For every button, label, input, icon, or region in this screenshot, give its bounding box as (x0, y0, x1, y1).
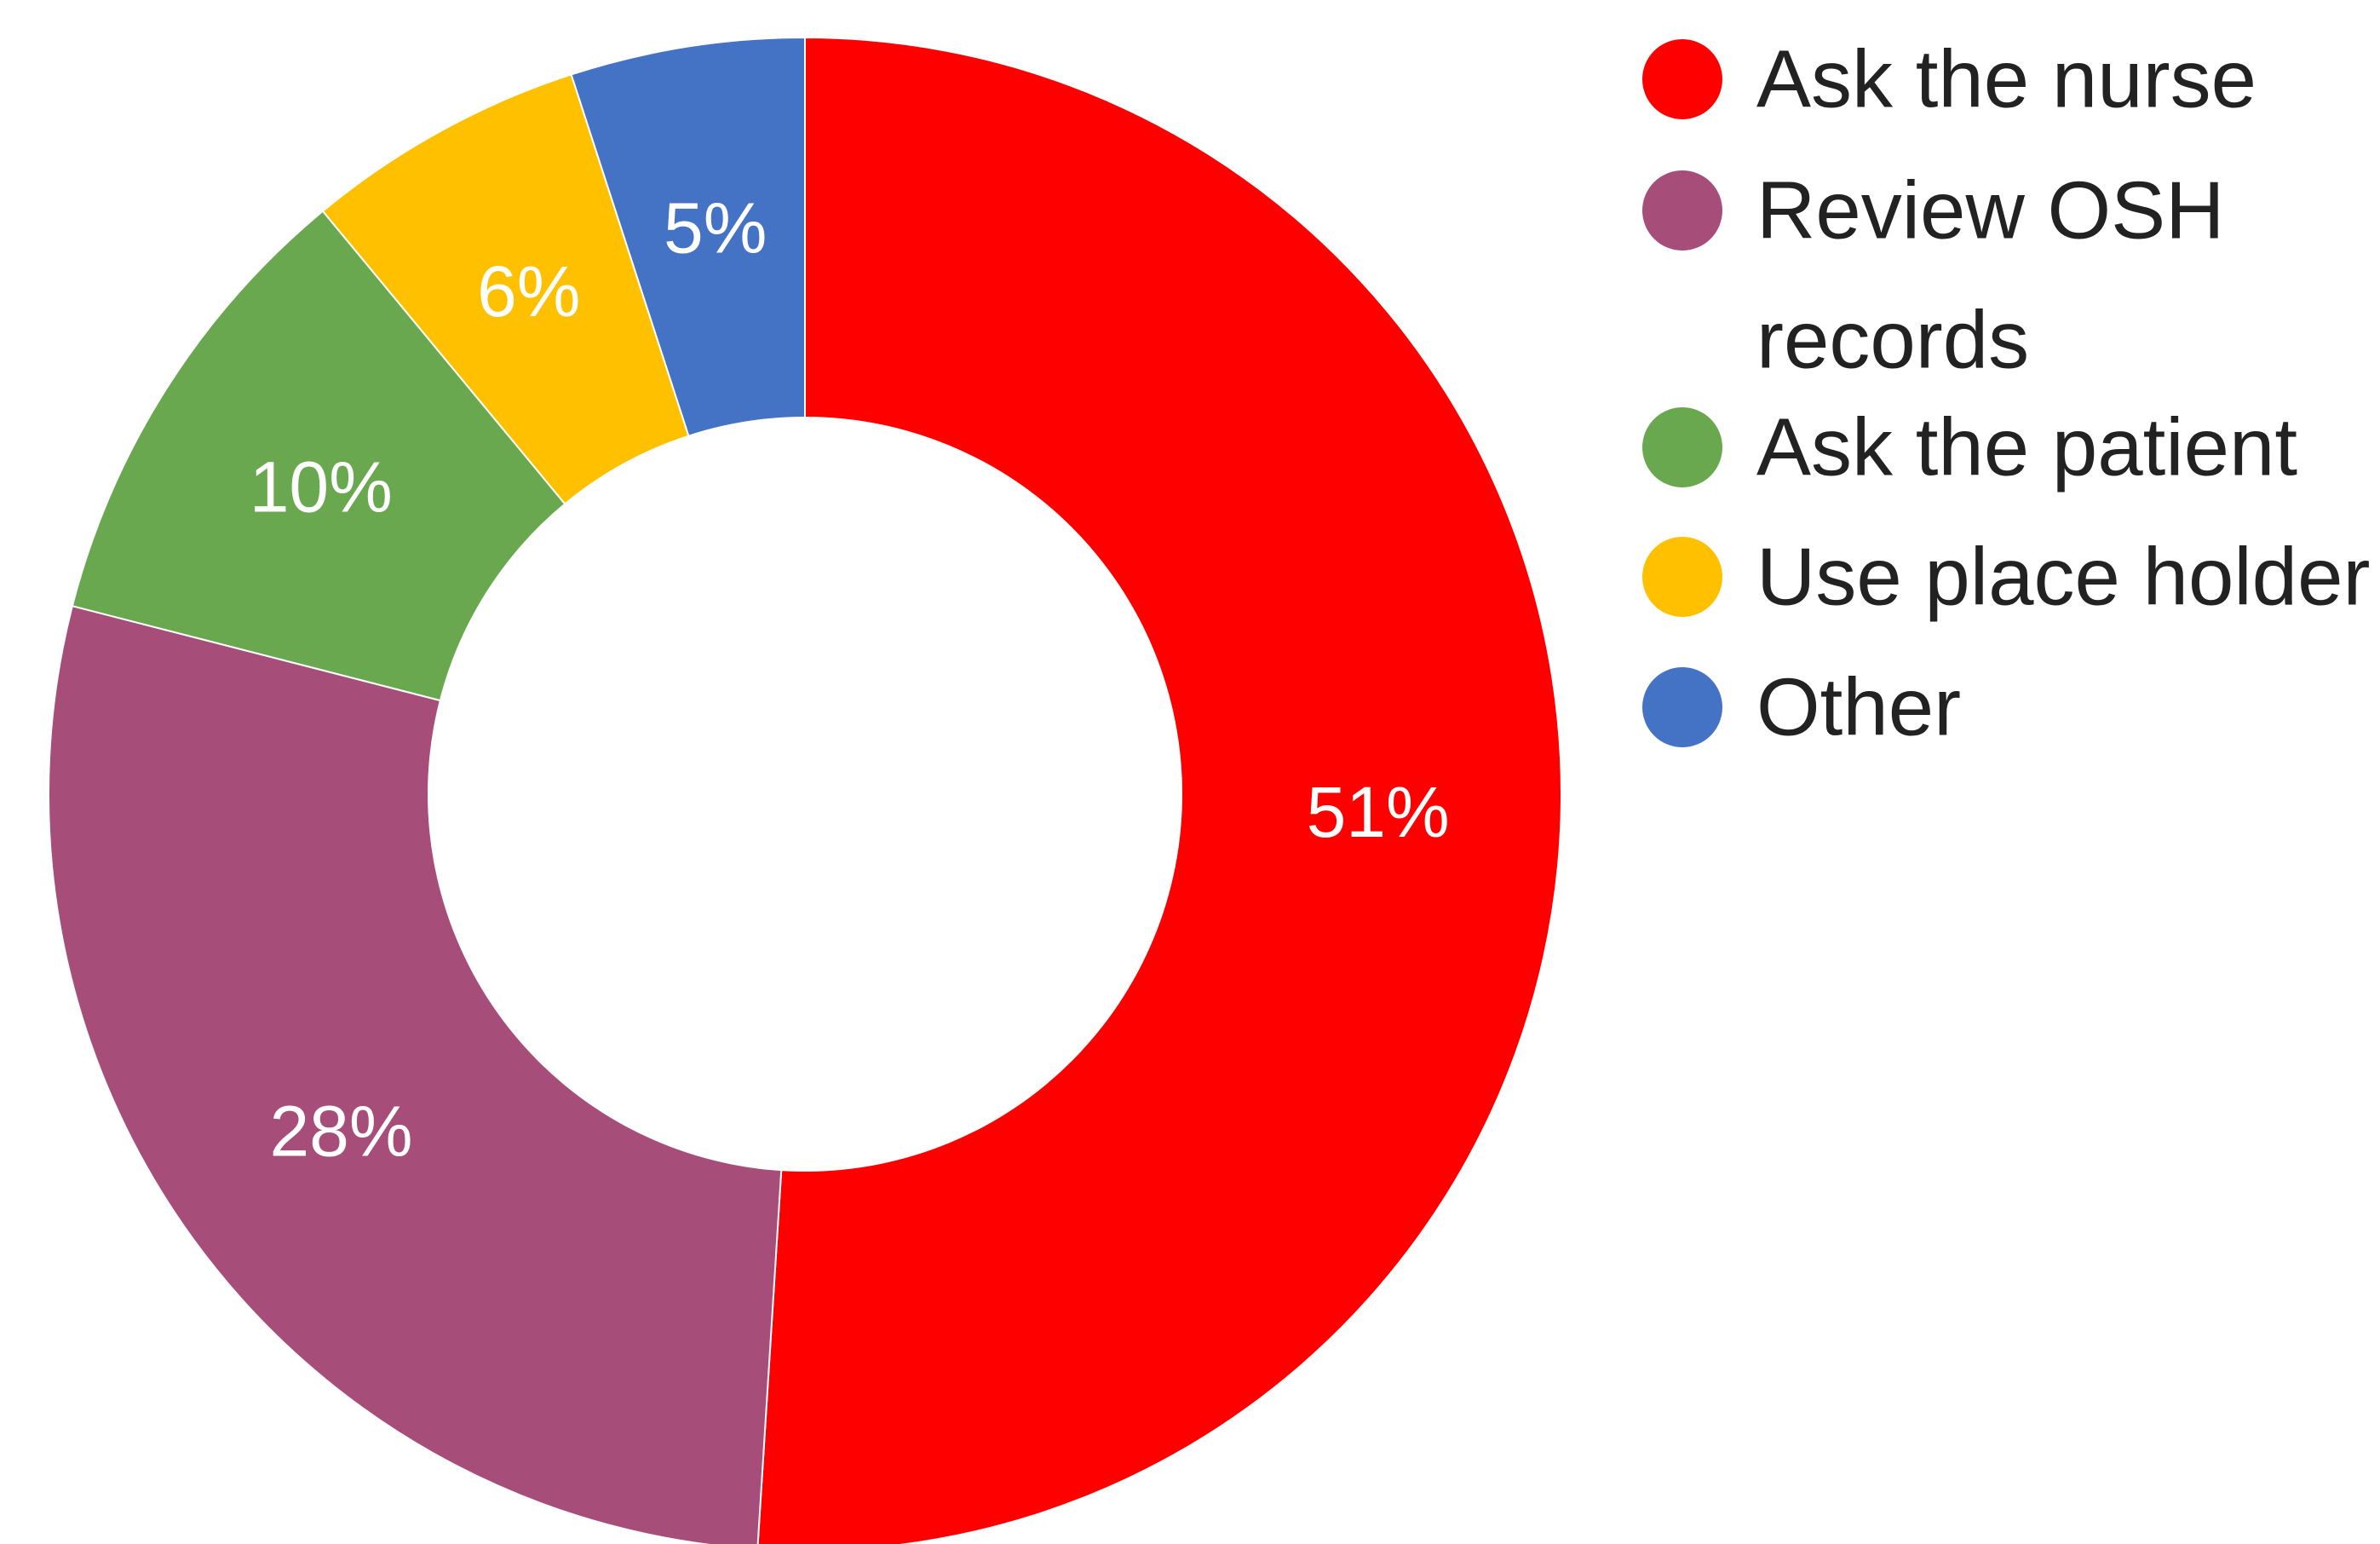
legend-label-ask-the-patient: Ask the patient (1756, 402, 2297, 493)
legend-item-other: Other (1642, 662, 1961, 753)
legend: Ask the nurse Review OSH records Ask the pa… (1642, 34, 2370, 753)
legend-item-use-place-holder: Use place holder (1642, 532, 2370, 623)
legend-swatch-ask-the-patient (1642, 407, 1722, 487)
slice-label-ask-the-patient: 10% (250, 446, 393, 527)
legend-label-ask-the-nurse: Ask the nurse (1756, 34, 2256, 125)
legend-label-other: Other (1756, 662, 1961, 753)
slice-label-review-osh-records: 28% (269, 1092, 412, 1172)
donut-hole (428, 417, 1182, 1172)
legend-label-review-osh-records-line-2: records (1756, 295, 2029, 386)
legend-swatch-review-osh-records (1642, 170, 1722, 251)
legend-label-use-place-holder: Use place holder (1756, 532, 2370, 623)
legend-swatch-use-place-holder (1642, 537, 1722, 617)
legend-item-ask-the-nurse: Ask the nurse (1642, 34, 2256, 125)
slice-label-ask-the-nurse: 51% (1307, 772, 1450, 852)
legend-item-ask-the-patient: Ask the patient (1642, 402, 2297, 493)
slice-label-use-place-holder: 6% (477, 251, 580, 331)
legend-swatch-other (1642, 667, 1722, 747)
slice-labels: 51% 28% 10% 6% 5% (250, 187, 1450, 1171)
legend-label-review-osh-records-line-1: Review OSH (1756, 165, 2224, 256)
slice-label-other: 5% (664, 187, 767, 268)
legend-item-review-osh-records: Review OSH records (1642, 165, 2224, 386)
legend-swatch-ask-the-nurse (1642, 39, 1722, 119)
